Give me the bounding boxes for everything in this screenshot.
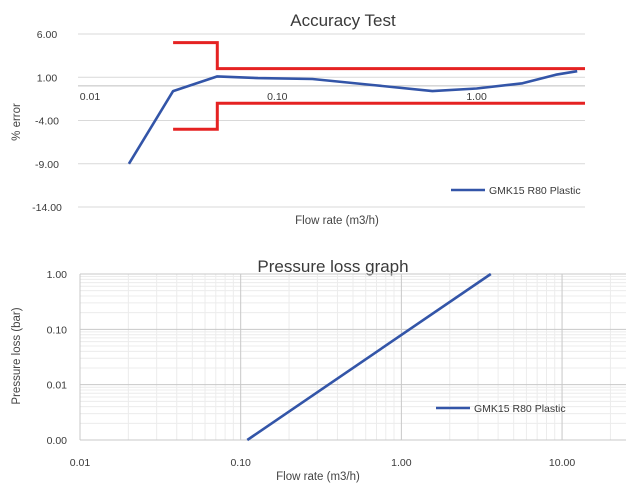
- y-tick-label: 1.00: [37, 72, 58, 84]
- x-tick-label: 0.01: [70, 457, 91, 469]
- x-tick-label: 1.00: [466, 91, 487, 103]
- x-axis-title: Flow rate (m3/h): [295, 215, 379, 227]
- y-tick-label: 1.00: [47, 269, 68, 281]
- series-line: [127, 69, 578, 165]
- legend-label: GMK15 R80 Plastic: [474, 403, 566, 415]
- y-tick-label: -14.00: [32, 202, 62, 214]
- y-axis-title: % error: [11, 103, 23, 141]
- pressure-loss-chart: Pressure loss graph Pressure loss (bar) …: [11, 257, 626, 483]
- y-tick-label: -4.00: [35, 116, 59, 128]
- x-tick-label: 10.00: [549, 457, 575, 469]
- y-tick-label: -9.00: [35, 159, 59, 171]
- y-tick-label: 0.00: [47, 435, 68, 447]
- accuracy-test-chart: Accuracy Test % error Flow rate (m3/h) 6…: [11, 11, 585, 227]
- x-tick-label: 0.01: [80, 91, 101, 103]
- chart-title: Accuracy Test: [290, 11, 396, 30]
- y-axis-title: Pressure loss (bar): [11, 307, 23, 404]
- y-tick-label: 0.01: [47, 380, 68, 392]
- x-tick-label: 0.10: [230, 457, 251, 469]
- chart-title: Pressure loss graph: [257, 257, 408, 276]
- y-tick-label: 6.00: [37, 29, 58, 41]
- x-tick-label: 1.00: [391, 457, 412, 469]
- x-tick-label: 0.10: [267, 91, 288, 103]
- upper-limit-line: [173, 41, 585, 71]
- lower-limit-line: [173, 101, 585, 131]
- y-tick-label: 0.10: [47, 324, 68, 336]
- x-axis-title: Flow rate (m3/h): [276, 471, 360, 483]
- series-line: [246, 272, 492, 442]
- legend-label: GMK15 R80 Plastic: [489, 185, 581, 197]
